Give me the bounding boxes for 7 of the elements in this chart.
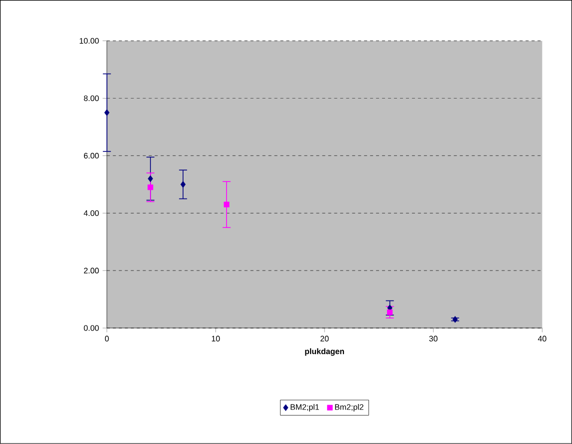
point	[180, 181, 186, 188]
point	[224, 202, 230, 208]
point	[104, 109, 110, 116]
point	[148, 175, 153, 182]
point	[452, 316, 458, 323]
point	[387, 309, 393, 316]
point	[148, 184, 154, 190]
